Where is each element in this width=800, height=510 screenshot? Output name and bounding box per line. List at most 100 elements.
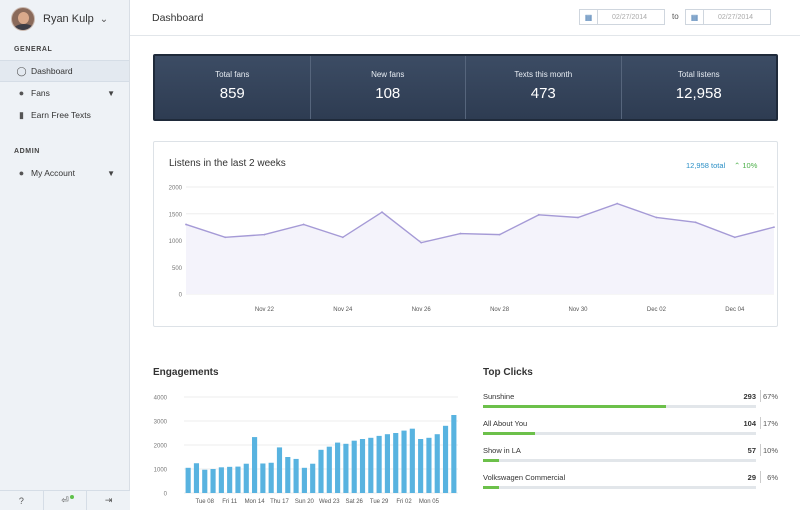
x-tick-label: Fri 11	[222, 499, 238, 505]
divider	[760, 390, 761, 402]
stat-value: 12,958	[675, 85, 722, 102]
progress-track	[483, 459, 756, 462]
x-tick-label: Sun 20	[295, 499, 315, 505]
help-icon: ?	[18, 495, 24, 506]
user-name: Ryan Kulp	[43, 13, 94, 25]
click-percent: 6%	[767, 473, 778, 482]
divider	[760, 444, 761, 456]
stat-total-listens: Total listens 12,958	[622, 56, 777, 119]
stat-label: New fans	[371, 70, 405, 79]
x-tick-label: Fri 02	[396, 499, 412, 505]
line-point	[616, 202, 619, 205]
avatar	[11, 7, 35, 31]
stat-label: Total listens	[677, 70, 720, 79]
top-click-row[interactable]: Sunshine 293 67%	[483, 390, 778, 418]
bar	[393, 433, 399, 493]
user-profile[interactable]: Ryan Kulp ⌄	[0, 0, 129, 38]
date-from-value: 02/27/2014	[612, 13, 648, 21]
top-clicks-title: Top Clicks	[483, 367, 533, 378]
bar	[384, 434, 390, 493]
top-click-row[interactable]: Show in LA 57 10%	[483, 444, 778, 472]
progress-track	[483, 486, 756, 489]
globe-icon: ◯	[16, 65, 27, 76]
click-label: Volkswagen Commercial	[483, 473, 566, 482]
progress-fill	[483, 405, 666, 408]
progress-fill	[483, 486, 500, 489]
x-tick-label: Nov 26	[412, 307, 432, 313]
logout-button[interactable]: ⇥	[87, 491, 130, 510]
y-tick-label: 2000	[169, 186, 183, 192]
bar	[418, 439, 424, 493]
help-button[interactable]: ?	[0, 491, 44, 510]
bar	[193, 463, 200, 493]
engagements-title: Engagements	[153, 367, 219, 378]
listens-change: ⌃ 10%	[734, 161, 757, 170]
bar-chart-icon: ▮	[19, 109, 24, 120]
y-tick-label: 500	[172, 266, 183, 272]
x-tick-label: Wed 23	[319, 499, 340, 505]
top-click-row[interactable]: All About You 104 17%	[483, 417, 778, 445]
stats-band: Total fans 859 New fans 108 Texts this m…	[153, 54, 778, 121]
header: Dashboard ▦ 02/27/2014 to ▦ 02/27/2014	[130, 0, 800, 36]
click-percent: 10%	[762, 446, 778, 455]
bar	[310, 463, 316, 493]
x-tick-label: Mon 05	[419, 499, 440, 505]
sidebar-item-fans[interactable]: ● Fans ▼	[0, 82, 129, 104]
calendar-icon[interactable]: ▦	[686, 10, 704, 24]
bar	[276, 447, 283, 493]
date-to-field[interactable]: ▦ 02/27/2014	[685, 9, 771, 25]
divider	[760, 417, 761, 429]
inbox-button[interactable]: ⏎	[44, 491, 88, 510]
sidebar-footer: ? ⏎ ⇥	[0, 490, 130, 510]
chevron-down-icon[interactable]: ⌄	[99, 13, 109, 25]
bar	[426, 437, 432, 493]
bar	[359, 439, 366, 493]
x-tick-label: Thu 17	[270, 499, 289, 505]
sidebar-item-dashboard[interactable]: ◯ Dashboard	[0, 60, 129, 82]
stat-label: Texts this month	[514, 70, 573, 79]
bar	[434, 434, 440, 493]
click-percent: 67%	[762, 392, 778, 401]
date-to-value: 02/27/2014	[718, 13, 754, 21]
top-click-row[interactable]: Volkswagen Commercial 29 6%	[483, 471, 778, 499]
click-percent: 17%	[762, 419, 778, 428]
progress-fill	[483, 432, 535, 435]
bar	[218, 467, 224, 493]
line-point	[381, 211, 383, 214]
stat-label: Total fans	[215, 70, 250, 79]
click-label: Sunshine	[483, 392, 515, 401]
bar	[285, 457, 291, 493]
sidebar-item-my-account[interactable]: ● My Account ▼	[0, 162, 129, 184]
page-title: Dashboard	[152, 12, 204, 24]
x-tick-label: Nov 30	[568, 307, 588, 313]
line-point	[263, 233, 266, 236]
date-from-field[interactable]: ▦ 02/27/2014	[579, 9, 665, 25]
x-tick-label: Nov 28	[490, 307, 510, 313]
sidebar-item-earn-free-texts[interactable]: ▮ Earn Free Texts	[0, 104, 129, 126]
listens-title: Listens in the last 2 weeks	[169, 158, 286, 169]
line-point	[224, 236, 227, 239]
bar	[252, 437, 258, 493]
line-point	[341, 236, 344, 239]
to-label: to	[672, 12, 679, 21]
bar	[368, 437, 374, 493]
stat-texts-this-month: Texts this month 473	[466, 56, 622, 119]
x-tick-label: Mon 14	[245, 499, 266, 505]
sidebar-item-label: Dashboard	[31, 66, 73, 76]
click-count: 293	[743, 392, 756, 401]
click-count: 57	[747, 446, 756, 455]
bar	[268, 462, 274, 493]
line-point	[577, 216, 579, 219]
sidebar-item-label: Earn Free Texts	[31, 110, 91, 120]
progress-track	[483, 405, 756, 408]
line-point	[498, 233, 501, 236]
inbox-icon: ⏎	[61, 495, 69, 505]
sidebar-item-label: Fans	[31, 88, 50, 98]
bar	[409, 428, 415, 493]
bar	[451, 415, 457, 493]
x-tick-label: Dec 02	[647, 307, 667, 313]
calendar-icon[interactable]: ▦	[580, 10, 598, 24]
y-tick-label: 0	[164, 492, 168, 498]
line-point	[420, 241, 423, 244]
listens-card: Listens in the last 2 weeks 12,958 total…	[153, 141, 778, 327]
